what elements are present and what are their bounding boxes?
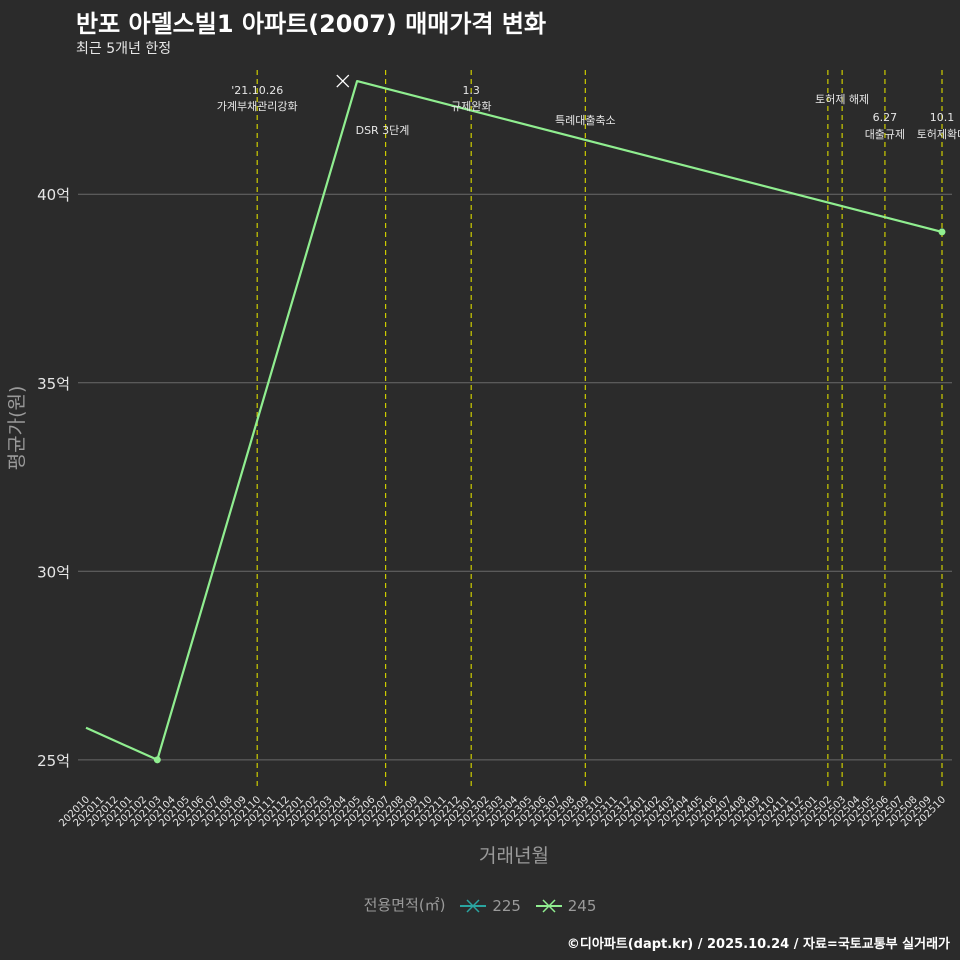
chart-subtitle: 최근 5개년 한정 — [76, 41, 172, 57]
source-caption: ©디아파트(dapt.kr) / 2025.10.24 / 자료=국토교통부 실… — [566, 937, 950, 952]
event-label: 대출규제 — [865, 128, 905, 141]
event-label: 토허제 해제 — [815, 92, 869, 106]
series-line-245 — [85, 79, 943, 761]
data-point-245 — [938, 228, 946, 236]
event-label: '21.10.26 — [231, 84, 283, 97]
legend-item-225[interactable]: 225 — [460, 897, 521, 915]
legend-label-245: 245 — [567, 896, 597, 915]
chart-title: 반포 아델스빌1 아파트(2007) 매매가격 변화 — [76, 10, 547, 38]
event-label: 6.27 — [873, 111, 898, 124]
event-label: 토허제확대 — [917, 128, 960, 141]
legend-title: 전용면적(㎡) — [363, 896, 446, 914]
y-axis-title: 평균가(원) — [6, 386, 28, 471]
cross-marker-245 — [336, 74, 350, 88]
event-label: 가계부채관리강화 — [217, 100, 298, 113]
y-tick-label: 25억 — [37, 752, 70, 770]
legend-label-225: 225 — [492, 896, 521, 915]
y-tick-label: 35억 — [37, 375, 70, 393]
event-label: 10.1 — [930, 111, 955, 124]
event-label: 1.3 — [462, 84, 480, 97]
legend-key-245 — [535, 899, 562, 913]
event-label: 규제완화 — [451, 100, 491, 113]
x-axis-title: 거래년월 — [479, 845, 549, 867]
data-point-245 — [153, 756, 161, 764]
y-tick-label: 40억 — [37, 186, 70, 204]
legend-key-225 — [460, 899, 487, 913]
legend: 전용면적(㎡) 225 245 — [0, 894, 960, 915]
y-tick-label: 30억 — [37, 563, 70, 581]
event-label: DSR 3단계 — [356, 124, 410, 137]
legend-item-245[interactable]: 245 — [535, 896, 597, 915]
event-label: 특례대출축소 — [555, 114, 616, 127]
